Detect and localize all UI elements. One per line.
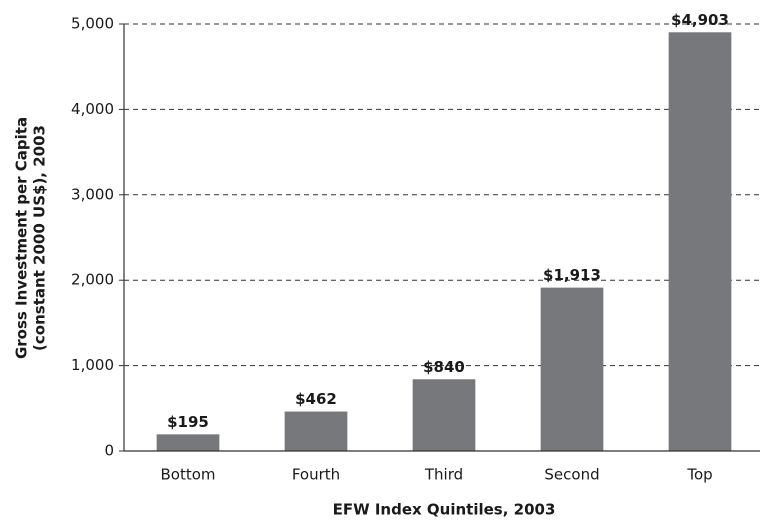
bar <box>412 379 476 451</box>
bar <box>668 32 732 451</box>
y-axis-label: Gross Investment per Capita <box>13 117 31 359</box>
value-label: $195 <box>167 413 209 431</box>
y-tick-label: 1,000 <box>71 356 114 374</box>
bar <box>156 434 220 451</box>
bar <box>540 287 604 451</box>
bar <box>284 411 348 451</box>
value-label: $4,903 <box>671 11 729 29</box>
x-tick-label: Top <box>686 466 712 484</box>
y-tick-label: 5,000 <box>71 15 114 33</box>
x-tick-label: Second <box>544 466 599 484</box>
value-label: $840 <box>423 358 465 376</box>
x-axis-label: EFW Index Quintiles, 2003 <box>333 501 556 519</box>
y-tick-label: 0 <box>104 442 114 460</box>
y-axis-label: (constant 2000 US$), 2003 <box>31 125 49 351</box>
value-label: $462 <box>295 390 337 408</box>
y-tick-label: 2,000 <box>71 271 114 289</box>
x-tick-label: Bottom <box>160 466 215 484</box>
x-tick-label: Third <box>424 466 463 484</box>
value-label: $1,913 <box>543 266 601 284</box>
y-tick-label: 4,000 <box>71 100 114 118</box>
y-tick-label: 3,000 <box>71 185 114 203</box>
x-tick-label: Fourth <box>292 466 340 484</box>
